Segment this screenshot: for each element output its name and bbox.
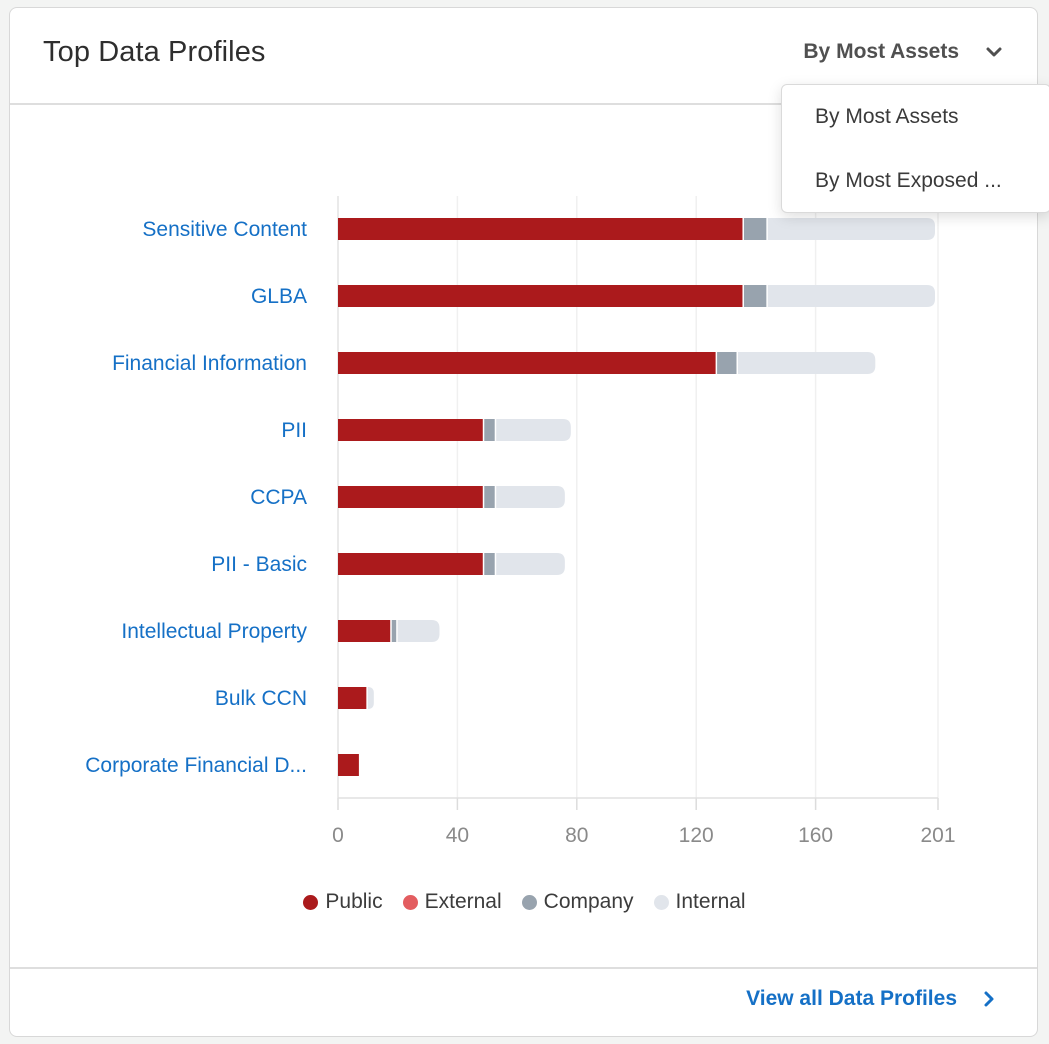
category-label[interactable]: Corporate Financial D... (85, 754, 307, 777)
bar-public[interactable] (338, 285, 743, 307)
bar-public[interactable] (338, 687, 367, 709)
legend-label-public: Public (325, 890, 383, 913)
category-label[interactable]: Sensitive Content (142, 218, 307, 241)
category-label[interactable]: Intellectual Property (121, 620, 307, 643)
category-label[interactable]: Financial Information (112, 352, 307, 375)
x-axis: 0 40 80 120 160 201 (332, 797, 956, 847)
legend-dot-external (402, 894, 418, 910)
chevron-down-icon (985, 43, 1003, 61)
bar-public[interactable] (338, 218, 743, 240)
view-all-data-profiles-link[interactable]: View all Data Profiles (746, 987, 997, 1011)
view-all-label: View all Data Profiles (746, 987, 957, 1010)
x-tick-label: 201 (920, 824, 955, 847)
bar-internal[interactable] (367, 687, 374, 709)
x-tick-label: 80 (565, 824, 588, 847)
legend-dot-public (303, 894, 319, 910)
bar-internal[interactable] (767, 285, 936, 307)
legend-dot-company (521, 894, 537, 910)
chevron-right-icon (981, 990, 997, 1008)
bar-company[interactable] (743, 285, 767, 307)
chart-legend: Public External Company Internal (0, 890, 1049, 914)
bar-public[interactable] (338, 754, 359, 776)
card-footer: View all Data Profiles (10, 967, 1037, 1036)
sort-dropdown[interactable]: By Most Assets (803, 40, 1003, 64)
bar-internal[interactable] (496, 553, 565, 575)
x-tick-label: 120 (679, 824, 714, 847)
card-header: Top Data Profiles By Most Assets (10, 8, 1037, 105)
bar-company[interactable] (484, 419, 495, 441)
legend-item-public[interactable]: Public (303, 890, 383, 914)
category-labels: Sensitive Content GLBA Financial Informati… (85, 218, 307, 777)
bar-public[interactable] (338, 352, 716, 374)
legend-item-company[interactable]: Company (521, 890, 634, 914)
x-tick-label: 160 (798, 824, 833, 847)
bar-company[interactable] (484, 486, 495, 508)
x-tick-label: 40 (446, 824, 469, 847)
x-tick-label: 0 (332, 824, 344, 847)
sort-option-most-assets[interactable]: By Most Assets (815, 105, 959, 128)
category-label[interactable]: PII (281, 419, 307, 442)
bar-company[interactable] (717, 352, 737, 374)
sort-dropdown-menu: By Most Assets By Most Exposed ... (781, 84, 1049, 213)
category-label[interactable]: Bulk CCN (215, 687, 307, 710)
legend-dot-internal (653, 894, 669, 910)
sort-option-most-exposed[interactable]: By Most Exposed ... (815, 169, 1002, 192)
legend-label-external: External (424, 890, 502, 913)
legend-item-external[interactable]: External (402, 890, 502, 914)
category-label[interactable]: GLBA (251, 285, 307, 308)
card-title: Top Data Profiles (43, 36, 266, 68)
legend-label-company: Company (543, 890, 634, 913)
bars (338, 218, 936, 776)
bar-internal[interactable] (738, 352, 876, 374)
bar-company[interactable] (391, 620, 397, 642)
bar-public[interactable] (338, 486, 483, 508)
bar-internal[interactable] (496, 486, 565, 508)
bar-public[interactable] (338, 620, 391, 642)
bar-company[interactable] (743, 218, 767, 240)
legend-label-internal: Internal (675, 890, 746, 913)
bar-internal[interactable] (496, 419, 571, 441)
bar-company[interactable] (484, 553, 495, 575)
bar-public[interactable] (338, 553, 483, 575)
bar-internal[interactable] (767, 218, 936, 240)
sort-selected-label: By Most Assets (803, 40, 959, 63)
bar-public[interactable] (338, 419, 483, 441)
legend-item-internal[interactable]: Internal (653, 890, 746, 914)
category-label[interactable]: CCPA (250, 486, 307, 509)
bar-internal[interactable] (397, 620, 440, 642)
category-label[interactable]: PII - Basic (211, 553, 307, 576)
